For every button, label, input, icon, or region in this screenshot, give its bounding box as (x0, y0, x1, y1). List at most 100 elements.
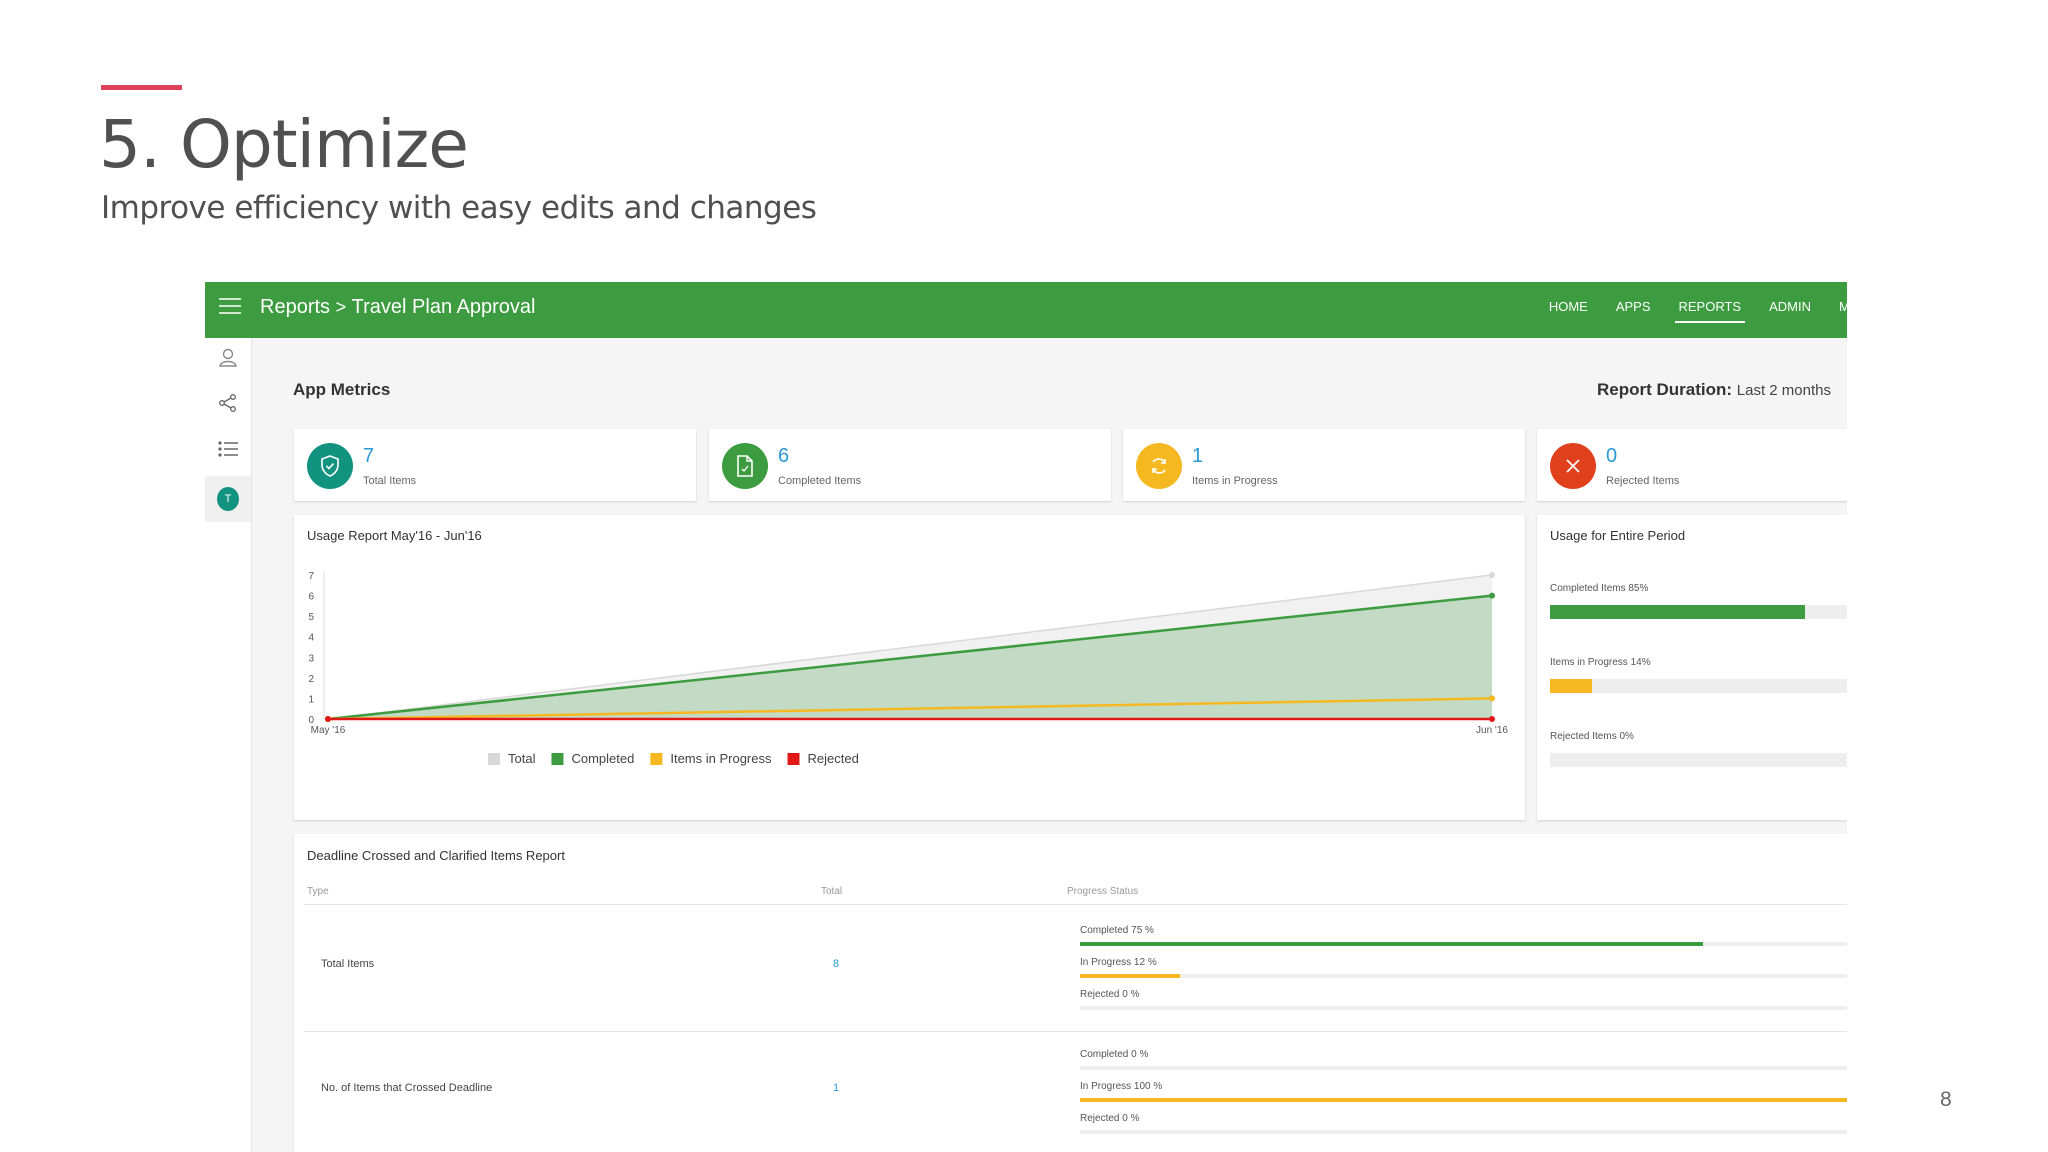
series-rejected-legend-label: Rejected (808, 751, 859, 766)
series-in-progress-point (1489, 695, 1495, 702)
usage-in-progress-bar (1550, 679, 1847, 693)
nav-apps[interactable]: APPS (1615, 299, 1651, 314)
header-divider (304, 904, 1847, 905)
metric-value: 0 (1606, 445, 1618, 467)
metric-card-in-progress[interactable]: 1 Items in Progress (1123, 429, 1525, 501)
breadcrumb: Reports > Travel Plan Approval (260, 296, 535, 319)
progress-rejected-label: Rejected 0 % (1080, 1113, 1140, 1124)
avatar[interactable]: T (217, 487, 239, 511)
list-icon[interactable] (217, 438, 239, 460)
series-completed-legend-swatch (551, 753, 564, 765)
usage-completed-bar (1550, 605, 1847, 619)
y-tick-label: 4 (308, 633, 314, 644)
close-icon (1550, 443, 1596, 489)
column-header-total: Total (821, 886, 843, 897)
user-icon[interactable] (217, 346, 239, 368)
series-completed-line (327, 594, 1493, 721)
nav-admin[interactable]: ADMIN (1769, 299, 1811, 314)
usage-period-title: Usage for Entire Period (1550, 528, 1686, 543)
row-type: Total Items (321, 958, 375, 970)
refresh-icon (1136, 443, 1182, 489)
share-icon[interactable] (217, 392, 239, 414)
metric-label: Total Items (363, 475, 417, 487)
x-tick-label: May '16 (311, 725, 346, 736)
row-total[interactable]: 1 (833, 1082, 840, 1094)
progress-rejected-label: Rejected 0 % (1080, 989, 1140, 1000)
series-rejected-legend-swatch (787, 753, 800, 765)
progress-completed-fill (1080, 942, 1703, 946)
progress-completed-label: Completed 0 % (1080, 1049, 1149, 1060)
usage-report-card: Usage Report May'16 - Jun'16 0 1 2 3 4 5 6 7 May… (294, 515, 1525, 820)
metric-value: 1 (1192, 445, 1204, 467)
title-accent-line (101, 85, 182, 90)
progress-completed-bar (1080, 1066, 1847, 1070)
series-in-progress-line (327, 697, 1493, 721)
usage-report-chart: 0 1 2 3 4 5 6 7 May '16 Jun '16 Total Completed Item… (308, 571, 1508, 766)
progress-in-progress-bar (1080, 1098, 1847, 1102)
progress-rejected-bar (1080, 1130, 1847, 1134)
column-header-progress-status: Progress Status (1067, 886, 1139, 897)
shield-check-icon (307, 443, 353, 489)
row-divider (304, 1031, 1847, 1032)
metric-value: 7 (363, 445, 375, 467)
metric-value: 6 (778, 445, 790, 467)
series-in-progress-legend-label: Items in Progress (670, 751, 772, 766)
y-tick-label: 1 (308, 694, 314, 705)
top-nav: HOME APPS REPORTS ADMIN M (1535, 282, 1847, 338)
breadcrumb-reports[interactable]: Reports (260, 296, 331, 319)
usage-rejected-label: Rejected Items 0% (1550, 731, 1634, 742)
nav-home[interactable]: HOME (1548, 299, 1588, 314)
progress-in-progress-fill (1080, 974, 1180, 978)
app-screenshot: Reports > Travel Plan Approval HOME APPS… (205, 282, 1847, 1152)
sidebar: T (205, 338, 252, 1152)
app-metrics-heading: App Metrics (293, 380, 391, 399)
series-rejected-point (1489, 716, 1495, 722)
report-duration: Report Duration: Last 2 months (1597, 380, 1831, 400)
y-tick-label: 6 (308, 592, 314, 603)
breadcrumb-separator: > (335, 297, 347, 318)
metric-card-rejected[interactable]: 0 Rejected Items (1537, 429, 1847, 501)
deadline-report-title: Deadline Crossed and Clarified Items Rep… (307, 848, 565, 863)
nav-more[interactable]: M (1839, 299, 1847, 314)
series-total-legend-swatch (488, 753, 500, 765)
progress-in-progress-label: In Progress 100 % (1080, 1081, 1163, 1092)
progress-rejected-bar (1080, 1006, 1847, 1010)
usage-in-progress-label: Items in Progress 14% (1550, 657, 1651, 668)
metric-card-total[interactable]: 7 Total Items (294, 429, 696, 501)
progress-in-progress-bar (1080, 974, 1847, 978)
row-type: No. of Items that Crossed Deadline (321, 1082, 493, 1094)
x-tick-label: Jun '16 (1476, 725, 1508, 736)
series-total-legend-label: Total (508, 751, 536, 766)
metric-label: Rejected Items (1606, 475, 1680, 487)
series-total-line (327, 574, 1493, 720)
y-tick-label: 2 (308, 674, 314, 685)
series-in-progress-legend-swatch (650, 753, 663, 765)
hamburger-menu-icon[interactable] (219, 298, 241, 316)
report-duration-value[interactable]: Last 2 months (1736, 382, 1831, 399)
nav-reports[interactable]: REPORTS (1665, 282, 1756, 338)
metric-label: Completed Items (778, 475, 862, 487)
top-bar: Reports > Travel Plan Approval HOME APPS… (205, 282, 1847, 338)
document-icon (722, 443, 768, 489)
y-tick-label: 3 (308, 653, 314, 664)
usage-completed-fill (1550, 605, 1805, 619)
metric-card-completed[interactable]: 6 Completed Items (709, 429, 1111, 501)
progress-in-progress-label: In Progress 12 % (1080, 957, 1157, 968)
series-rejected-point (325, 716, 331, 722)
y-tick-label: 7 (308, 571, 314, 582)
progress-in-progress-fill (1080, 1098, 1847, 1102)
sidebar-active-item[interactable]: T (205, 476, 251, 522)
usage-report-title: Usage Report May'16 - Jun'16 (307, 528, 482, 543)
series-total-point (1489, 572, 1495, 578)
y-tick-label: 0 (308, 715, 314, 726)
report-duration-label: Report Duration: (1597, 380, 1733, 399)
metric-label: Items in Progress (1192, 475, 1278, 487)
series-completed-legend-label: Completed (571, 751, 634, 766)
progress-completed-bar (1080, 942, 1847, 946)
y-tick-label: 5 (308, 612, 314, 623)
usage-in-progress-fill (1550, 679, 1592, 693)
usage-completed-label: Completed Items 85% (1550, 583, 1649, 594)
row-total[interactable]: 8 (833, 958, 840, 970)
slide-title: 5. Optimize (99, 106, 469, 183)
series-completed-point (1489, 592, 1495, 599)
